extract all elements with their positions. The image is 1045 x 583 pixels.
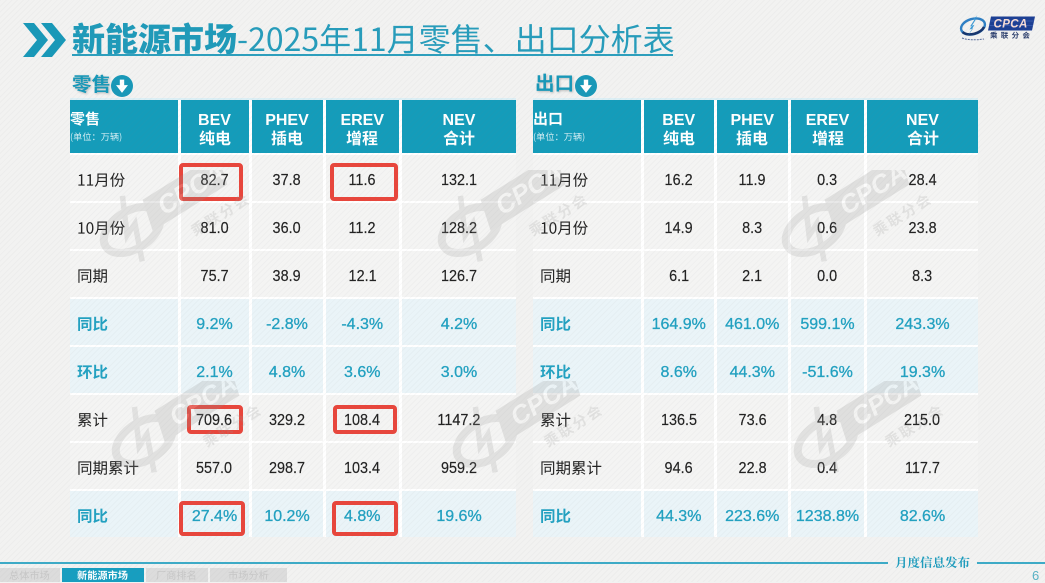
svg-text:CPCA: CPCA (152, 170, 230, 221)
svg-text:CPCA: CPCA (846, 381, 924, 432)
svg-text:CPCA: CPCA (490, 170, 568, 221)
svg-text:CPCA: CPCA (834, 170, 912, 221)
svg-text:CPCA: CPCA (164, 381, 242, 432)
svg-text:CPCA: CPCA (505, 381, 583, 432)
svg-text:CPCA: CPCA (994, 19, 1028, 31)
